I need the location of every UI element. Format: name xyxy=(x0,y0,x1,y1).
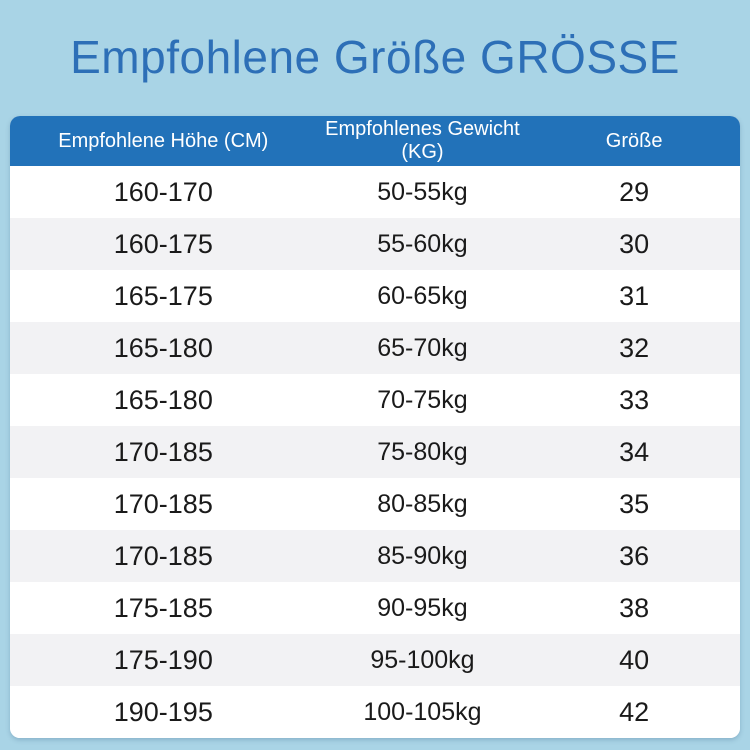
table-row: 175-190 95-100kg 40 xyxy=(10,634,740,686)
cell-weight: 60-65kg xyxy=(377,281,468,310)
column-header-height: Empfohlene Höhe (CM) xyxy=(58,129,269,152)
cell-size: 32 xyxy=(619,332,650,363)
cell-weight: 75-80kg xyxy=(377,437,468,466)
table-row: 170-185 85-90kg 36 xyxy=(10,530,740,582)
cell-size: 33 xyxy=(619,384,650,415)
cell-height: 160-170 xyxy=(113,176,213,207)
page-title: Empfohlene Größe GRÖSSE xyxy=(70,31,680,83)
cell-height: 190-195 xyxy=(113,696,213,727)
table-row: 165-175 60-65kg 31 xyxy=(10,270,740,322)
table-row: 160-175 55-60kg 30 xyxy=(10,218,740,270)
column-header-size: Größe xyxy=(605,129,663,152)
column-header-weight: Empfohlenes Gewicht (KG) xyxy=(325,118,520,163)
cell-size: 40 xyxy=(619,644,650,675)
table-row: 190-195 100-105kg 42 xyxy=(10,686,740,738)
table-body: 160-170 50-55kg 29 160-175 55-60kg 30 165-175 6… xyxy=(10,166,740,738)
cell-size: 35 xyxy=(619,488,650,519)
cell-weight: 100-105kg xyxy=(363,697,482,726)
cell-height: 165-175 xyxy=(113,280,213,311)
table-row: 175-185 90-95kg 38 xyxy=(10,582,740,634)
table-row: 165-180 70-75kg 33 xyxy=(10,374,740,426)
table-row: 170-185 80-85kg 35 xyxy=(10,478,740,530)
cell-size: 38 xyxy=(619,592,650,623)
table-row: 165-180 65-70kg 32 xyxy=(10,322,740,374)
cell-weight: 70-75kg xyxy=(377,385,468,414)
cell-size: 36 xyxy=(619,540,650,571)
size-chart-table: Empfohlene Höhe (CM) Empfohlenes Gewicht… xyxy=(10,116,740,738)
cell-height: 170-185 xyxy=(113,540,213,571)
cell-weight: 65-70kg xyxy=(377,333,468,362)
cell-height: 165-180 xyxy=(113,332,213,363)
cell-height: 160-175 xyxy=(113,228,213,259)
cell-height: 170-185 xyxy=(113,436,213,467)
cell-size: 42 xyxy=(619,696,650,727)
table-header-row: Empfohlene Höhe (CM) Empfohlenes Gewicht… xyxy=(10,116,740,166)
cell-size: 30 xyxy=(619,228,650,259)
cell-weight: 50-55kg xyxy=(377,177,468,206)
cell-weight: 90-95kg xyxy=(377,593,468,622)
cell-weight: 85-90kg xyxy=(377,541,468,570)
cell-weight: 80-85kg xyxy=(377,489,468,518)
cell-height: 170-185 xyxy=(113,488,213,519)
table-row: 160-170 50-55kg 29 xyxy=(10,166,740,218)
cell-size: 31 xyxy=(619,280,650,311)
cell-height: 165-180 xyxy=(113,384,213,415)
cell-height: 175-190 xyxy=(113,644,213,675)
table-row: 170-185 75-80kg 34 xyxy=(10,426,740,478)
cell-weight: 95-100kg xyxy=(370,645,475,674)
cell-size: 29 xyxy=(619,176,650,207)
cell-size: 34 xyxy=(619,436,650,467)
cell-weight: 55-60kg xyxy=(377,229,468,258)
cell-height: 175-185 xyxy=(113,592,213,623)
